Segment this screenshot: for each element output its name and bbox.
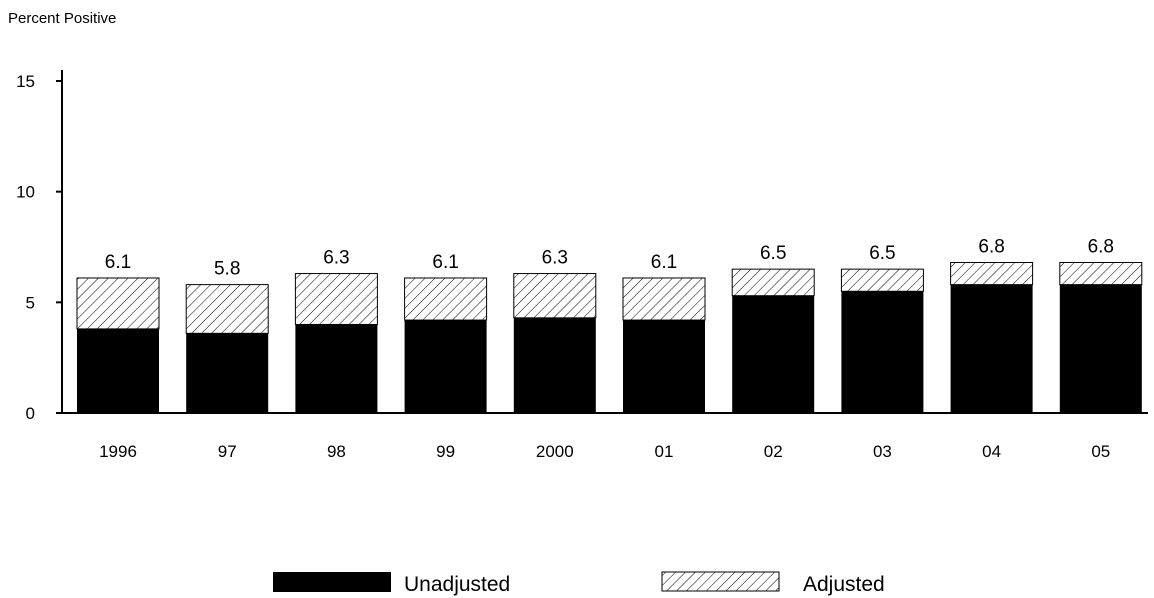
data-label: 6.5 [869,243,895,264]
adjusted-bar-segment [731,268,815,297]
data-labels: 6.1 1996 5.8 97 6.3 98 6.1 99 6.3 2000 6.1 01 6.5 02 6… [99,236,1114,461]
legend-swatch-adjusted [661,571,780,592]
data-label: 6.1 [105,252,131,273]
unadjusted-bar-segment [513,317,596,413]
unadjusted-bar-segment [77,328,159,413]
adjusted-bar-segment [950,261,1034,286]
x-tick-label: 97 [218,442,237,461]
y-axis-label: Percent Positive [8,10,117,27]
y-tick-label: 0 [26,404,35,423]
unadjusted-bar-segment [623,320,705,413]
x-tick-label: 99 [436,442,455,461]
data-label: 6.1 [432,252,458,273]
x-tick-label: 98 [327,442,346,461]
adjusted-bar-segment [76,277,160,330]
x-tick-label: 2000 [536,442,574,461]
legend-label-adjusted: Adjusted [803,573,885,596]
data-label: 6.8 [978,236,1004,257]
unadjusted-bar-segment [841,291,924,413]
unadjusted-bar-segment [295,324,378,413]
legend: Unadjusted Adjusted [273,571,885,596]
adjusted-bar-segment [185,284,269,334]
data-label: 6.8 [1088,236,1114,257]
unadjusted-bar-segment [732,295,815,413]
adjusted-bar-segment [840,268,924,292]
bars [76,261,1143,413]
data-label: 6.5 [760,243,786,264]
x-tick-label: 04 [982,442,1001,461]
x-tick-label: 1996 [99,442,137,461]
data-label: 6.3 [542,248,568,269]
adjusted-bar-segment [513,273,597,319]
data-label: 6.3 [323,248,349,269]
x-tick-label: 03 [873,442,892,461]
unadjusted-bar-segment [186,333,269,413]
unadjusted-bar-segment [950,284,1033,413]
legend-label-unadjusted: Unadjusted [404,573,510,596]
y-tick-label: 10 [16,183,35,202]
unadjusted-bar-segment [404,320,487,413]
adjusted-bar-segment [1059,261,1143,286]
y-tick-label: 5 [26,293,35,312]
adjusted-bar-segment [622,277,706,321]
x-tick-label: 01 [655,442,674,461]
legend-swatch-unadjusted [273,572,391,592]
adjusted-bar-segment [294,273,378,325]
adjusted-bar-segment [404,277,488,321]
data-label: 5.8 [214,259,240,280]
x-tick-label: 05 [1091,442,1110,461]
unadjusted-bar-segment [1059,284,1142,413]
y-tick-label: 15 [16,72,35,91]
x-tick-label: 02 [764,442,783,461]
data-label: 6.1 [651,252,677,273]
